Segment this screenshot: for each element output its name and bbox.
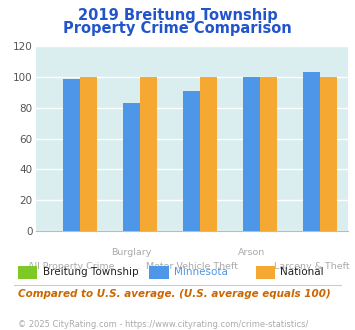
Bar	[200, 77, 217, 231]
Bar	[80, 77, 97, 231]
Bar	[260, 77, 277, 231]
Bar	[140, 77, 157, 231]
Bar	[304, 72, 320, 231]
Bar	[244, 77, 260, 231]
Text: Arson: Arson	[238, 248, 266, 257]
Bar	[320, 77, 337, 231]
Text: © 2025 CityRating.com - https://www.cityrating.com/crime-statistics/: © 2025 CityRating.com - https://www.city…	[18, 320, 308, 329]
Text: All Property Crime: All Property Crime	[28, 262, 115, 271]
Text: Breitung Township: Breitung Township	[43, 267, 138, 277]
Text: Compared to U.S. average. (U.S. average equals 100): Compared to U.S. average. (U.S. average …	[18, 289, 331, 299]
Text: Burglary: Burglary	[111, 248, 152, 257]
Text: Motor Vehicle Theft: Motor Vehicle Theft	[146, 262, 238, 271]
Text: Minnesota: Minnesota	[174, 267, 228, 277]
Text: National: National	[280, 267, 324, 277]
Text: 2019 Breitung Township: 2019 Breitung Township	[78, 8, 277, 23]
Text: Larceny & Theft: Larceny & Theft	[274, 262, 350, 271]
Bar	[183, 91, 200, 231]
Bar	[123, 103, 140, 231]
Bar	[63, 79, 80, 231]
Text: Property Crime Comparison: Property Crime Comparison	[63, 21, 292, 36]
